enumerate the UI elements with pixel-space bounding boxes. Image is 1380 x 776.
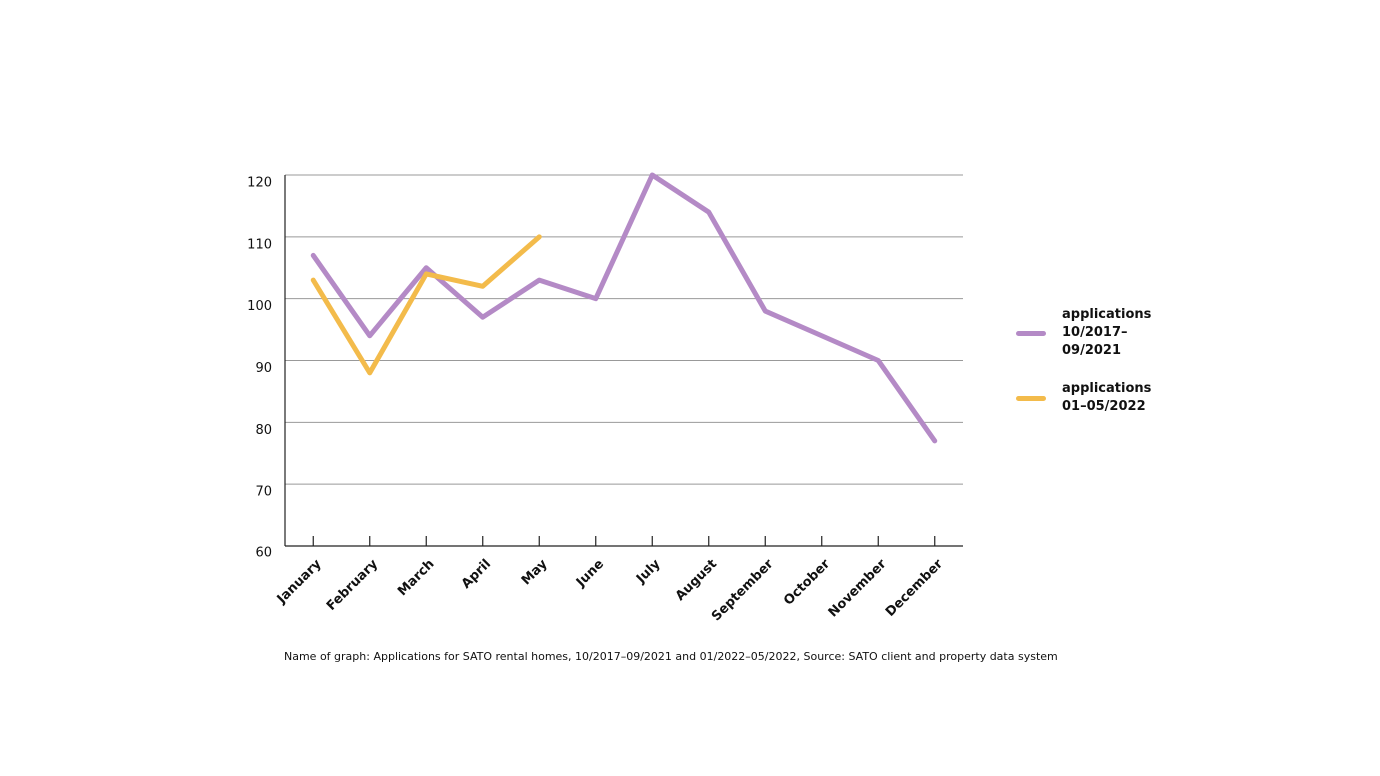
y-tick-label: 120	[247, 176, 272, 191]
x-tick-label: October	[781, 556, 833, 608]
legend-label: applications 10/2017–09/2021	[1062, 307, 1152, 358]
x-tick-label: June	[573, 557, 607, 591]
x-tick-label: May	[519, 556, 551, 588]
y-tick-label: 80	[255, 423, 272, 438]
legend-swatch	[1016, 330, 1046, 336]
y-tick-label: 100	[247, 299, 272, 314]
x-tick-label: December	[883, 556, 946, 619]
x-tick-label: April	[459, 557, 494, 592]
x-tick-label: November	[826, 556, 890, 620]
legend-swatch	[1016, 395, 1046, 401]
x-tick-label: August	[673, 557, 720, 604]
x-tick-label: March	[395, 557, 437, 599]
x-tick-label: February	[324, 556, 382, 614]
caption: Name of graph: Applications for SATO ren…	[284, 650, 1058, 663]
y-tick-label: 70	[255, 485, 272, 500]
series-line	[310, 234, 542, 376]
legend-label: applications 01–05/2022	[1062, 381, 1152, 414]
legend-item: applications 01–05/2022	[1016, 380, 1186, 416]
y-tick-label: 90	[255, 361, 272, 376]
series-line	[310, 172, 938, 444]
legend-item: applications 10/2017–09/2021	[1016, 306, 1186, 360]
x-tick-label: January	[274, 556, 325, 607]
y-tick-label: 60	[255, 546, 272, 561]
x-tick-label: July	[633, 556, 664, 587]
y-tick-label: 110	[247, 237, 272, 252]
legend: applications 10/2017–09/2021 applications…	[1016, 306, 1186, 436]
